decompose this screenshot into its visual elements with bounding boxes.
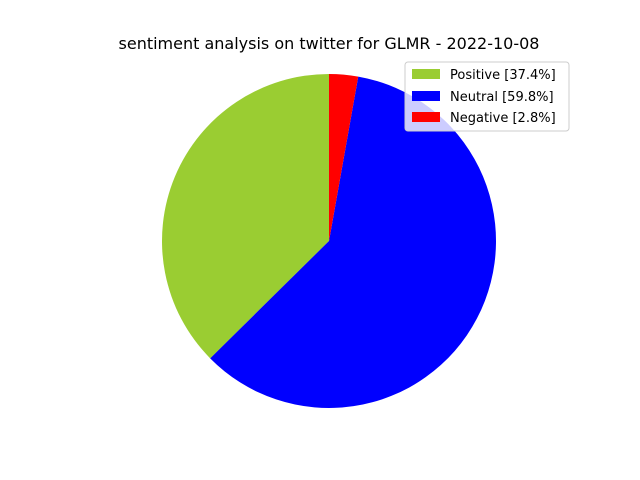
pie-slice-positive	[161, 74, 329, 359]
legend-label-neutral: Neutral [59.8%]	[450, 90, 554, 105]
pie-slice-neutral	[210, 76, 497, 409]
legend-label-negative: Negative [2.8%]	[450, 111, 556, 126]
legend-swatch-positive	[412, 69, 440, 79]
legend-swatch-negative	[412, 112, 440, 122]
legend: Positive [37.4%] Neutral [59.8%] Negativ…	[404, 61, 570, 132]
legend-label-positive: Positive [37.4%]	[450, 68, 556, 83]
pie-slice-negative	[329, 74, 359, 241]
legend-swatch-neutral	[412, 91, 440, 101]
legend-frame	[404, 61, 570, 132]
chart-title: sentiment analysis on twitter for GLMR -…	[119, 34, 540, 53]
pie-slices	[161, 74, 497, 409]
